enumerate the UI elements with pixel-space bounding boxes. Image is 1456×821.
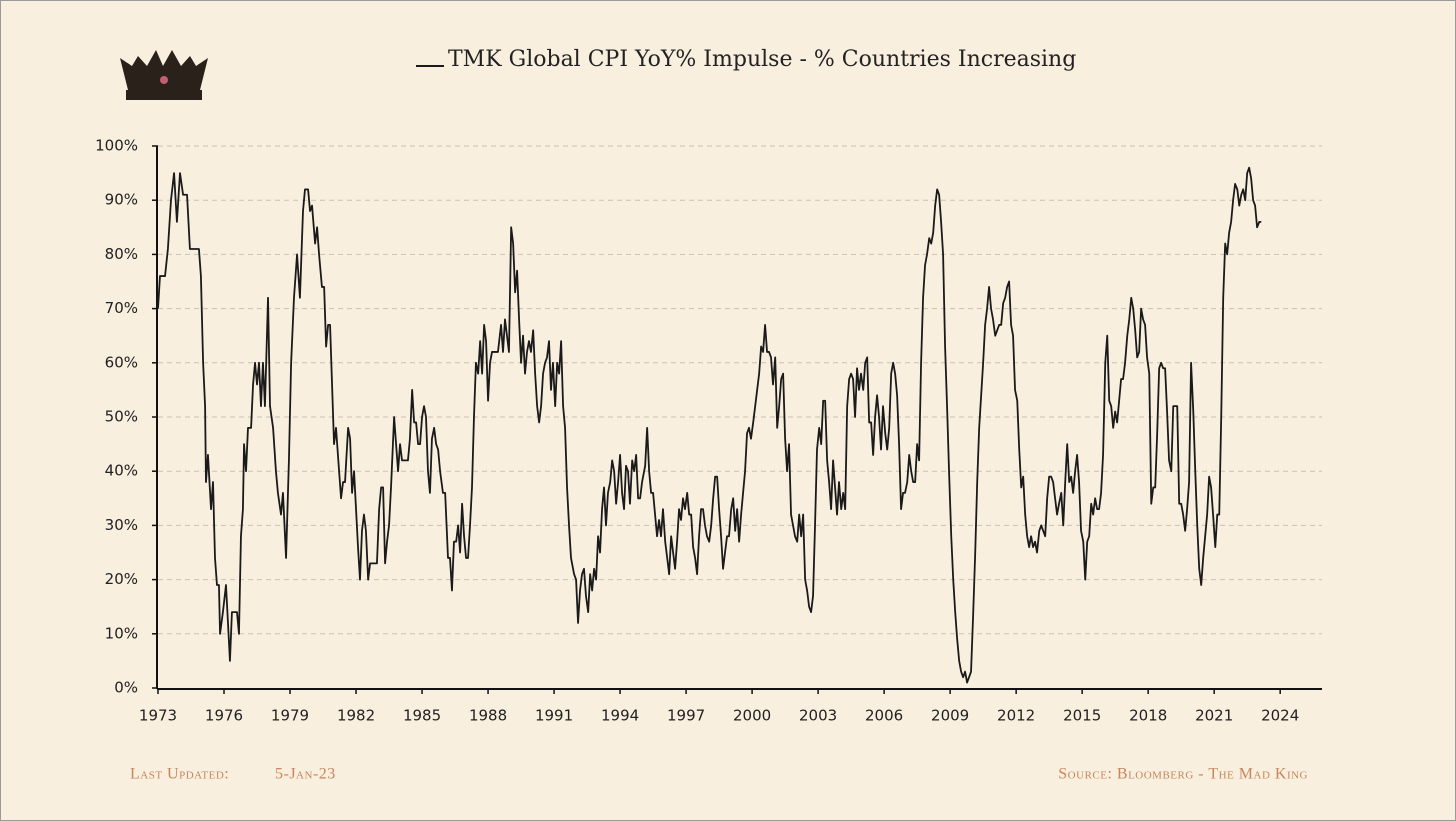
- y-tick-label: 100%: [95, 137, 138, 155]
- crown-logo: [120, 50, 208, 100]
- y-tick-label: 0%: [114, 679, 138, 697]
- data-line: [157, 166, 1262, 684]
- y-tick-label: 80%: [105, 245, 138, 263]
- x-tick-label: 1982: [337, 707, 375, 725]
- y-tick-label: 70%: [105, 299, 138, 317]
- y-tick-label: 60%: [105, 353, 138, 371]
- x-tick-label: 2003: [799, 707, 837, 725]
- y-tick-label: 40%: [105, 462, 138, 480]
- x-tick-label: 1997: [667, 707, 705, 725]
- x-tick-label: 1994: [601, 707, 639, 725]
- y-tick-label: 50%: [105, 408, 138, 426]
- x-tick-label: 2018: [1129, 707, 1167, 725]
- x-tick-label: 1979: [271, 707, 309, 725]
- updated-date: 5-Jan-23: [275, 766, 336, 783]
- x-tick-label: 2021: [1195, 707, 1233, 725]
- x-tick-label: 1985: [403, 707, 441, 725]
- x-tick-label: 1973: [139, 707, 177, 725]
- x-tick-label: 1988: [469, 707, 507, 725]
- x-tick-label: 2006: [865, 707, 903, 725]
- y-tick-label: 10%: [105, 624, 138, 642]
- legend-label: TMK Global CPI YoY% Impulse - % Countrie…: [448, 47, 1076, 72]
- x-tick-label: 1976: [205, 707, 243, 725]
- x-tick-label: 1991: [535, 707, 573, 725]
- y-tick-label: 20%: [105, 570, 138, 588]
- x-tick-label: 2000: [733, 707, 771, 725]
- x-tick-label: 2015: [1063, 707, 1101, 725]
- x-tick-label: 2024: [1261, 707, 1299, 725]
- x-tick-label: 2012: [997, 707, 1035, 725]
- y-tick-label: 30%: [105, 516, 138, 534]
- x-tick-label: 2009: [931, 707, 969, 725]
- y-tick-label: 90%: [105, 191, 138, 209]
- updated-label: Last Updated:: [130, 766, 229, 783]
- source: Source: Bloomberg - The Mad King: [1058, 766, 1308, 783]
